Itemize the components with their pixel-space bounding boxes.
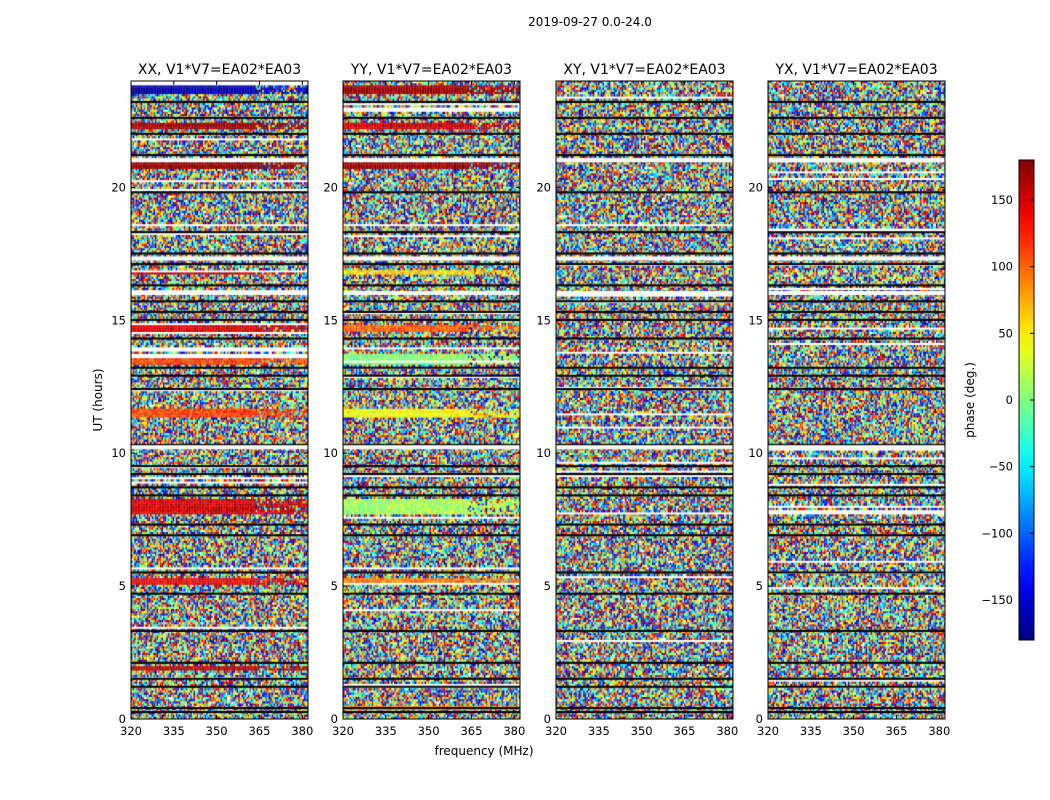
x-tick-label: 335 — [588, 724, 610, 738]
heatmap-image — [556, 81, 733, 719]
y-tick-label: 15 — [111, 313, 126, 327]
colorbar-tick-label: 50 — [998, 326, 1013, 340]
panel-title: XX, V1*V7=EA02*EA03 — [138, 62, 301, 78]
colorbar-tick-label: 0 — [1006, 393, 1013, 407]
plot-frame — [767, 80, 946, 720]
y-tick-label: 0 — [544, 712, 551, 726]
panel-title: YY, V1*V7=EA02*EA03 — [350, 62, 512, 78]
heatmap-canvas — [556, 81, 733, 719]
x-tick-label: 320 — [757, 724, 779, 738]
x-tick-label: 365 — [460, 724, 482, 738]
x-tick-label: 335 — [163, 724, 185, 738]
y-tick-label: 15 — [323, 313, 338, 327]
heatmap-image — [768, 81, 945, 719]
colorbar: 150 100 50 0 −50 −100 −150 — [981, 159, 1035, 641]
x-tick-label: 335 — [375, 724, 397, 738]
y-axis-label: UT (hours) — [91, 368, 105, 431]
y-tick-label: 0 — [756, 712, 763, 726]
y-tick-label: 0 — [119, 712, 126, 726]
x-tick-label: 350 — [206, 724, 228, 738]
y-tick-label: 10 — [536, 446, 551, 460]
y-tick-label: 20 — [111, 180, 126, 194]
panel-1: 320 335 350 365 380 0 5 10 15 20 XX, V1*V7=EA02*EA… — [111, 62, 313, 738]
x-tick-label: 320 — [120, 724, 142, 738]
y-tick-label: 5 — [756, 579, 763, 593]
colorbar-tick-label: −100 — [981, 526, 1013, 540]
heatmap-canvas — [768, 81, 945, 719]
y-tick-label: 10 — [111, 446, 126, 460]
x-tick-label: 350 — [843, 724, 865, 738]
y-tick-label: 5 — [544, 579, 551, 593]
y-tick-label: 15 — [748, 313, 763, 327]
y-tick-label: 15 — [536, 313, 551, 327]
panel-3: 320 335 350 365 380 0 5 10 15 20 XY, V1*V7=EA02*EA… — [536, 62, 738, 738]
y-tick-label: 10 — [748, 446, 763, 460]
x-axis-label: frequency (MHz) — [434, 744, 533, 758]
x-tick-label: 380 — [503, 724, 525, 738]
x-tick-label: 365 — [248, 724, 270, 738]
x-tick-label: 365 — [673, 724, 695, 738]
colorbar-tick-label: −150 — [981, 593, 1013, 607]
x-tick-label: 350 — [631, 724, 653, 738]
colorbar-tick-label: 100 — [991, 260, 1013, 274]
x-tick-label: 380 — [716, 724, 738, 738]
panel-title: XY, V1*V7=EA02*EA03 — [563, 62, 725, 78]
colorbar-tick-label: 150 — [991, 193, 1013, 207]
plot-frame — [555, 80, 734, 720]
plot-frame — [342, 80, 521, 720]
colorbar-label: phase (deg.) — [963, 362, 977, 438]
heatmap-canvas — [343, 81, 520, 719]
y-tick-label: 20 — [536, 180, 551, 194]
figure-suptitle: 2019-09-27 0.0-24.0 — [528, 15, 652, 29]
x-tick-label: 365 — [885, 724, 907, 738]
y-tick-label: 10 — [323, 446, 338, 460]
heatmap-image — [343, 81, 520, 719]
plot-frame — [130, 80, 309, 720]
y-tick-label: 20 — [323, 180, 338, 194]
panel-2: 320 335 350 365 380 0 5 10 15 20 YY, V1*V7=EA02*EA… — [323, 62, 525, 738]
x-tick-label: 380 — [291, 724, 313, 738]
panel-title: YX, V1*V7=EA02*EA03 — [774, 62, 937, 78]
x-tick-label: 320 — [545, 724, 567, 738]
x-tick-label: 350 — [418, 724, 440, 738]
x-tick-label: 335 — [800, 724, 822, 738]
y-tick-label: 0 — [331, 712, 338, 726]
heatmap-image — [131, 81, 308, 719]
y-tick-label: 20 — [748, 180, 763, 194]
panels: 320 335 350 365 380 0 5 10 15 20 XX, V1*V7=EA02*EA… — [111, 62, 950, 738]
y-tick-label: 5 — [331, 579, 338, 593]
colorbar-tick-label: −50 — [989, 460, 1013, 474]
y-tick-label: 5 — [119, 579, 126, 593]
heatmap-canvas — [131, 81, 308, 719]
x-tick-label: 380 — [928, 724, 950, 738]
panel-4: 320 335 350 365 380 0 5 10 15 20 YX, V1*V7=EA02*EA… — [748, 62, 950, 738]
x-tick-label: 320 — [332, 724, 354, 738]
